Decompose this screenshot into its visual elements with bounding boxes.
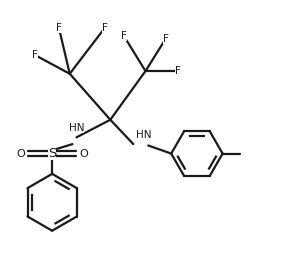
- Text: HN: HN: [136, 130, 152, 140]
- Text: F: F: [32, 50, 38, 60]
- Text: S: S: [48, 147, 56, 160]
- Text: F: F: [163, 33, 169, 44]
- Text: F: F: [56, 23, 62, 33]
- Text: F: F: [121, 31, 127, 41]
- Text: F: F: [175, 66, 181, 76]
- Text: O: O: [79, 149, 88, 159]
- Text: F: F: [102, 23, 108, 33]
- Text: O: O: [16, 149, 25, 159]
- Text: HN: HN: [69, 123, 84, 133]
